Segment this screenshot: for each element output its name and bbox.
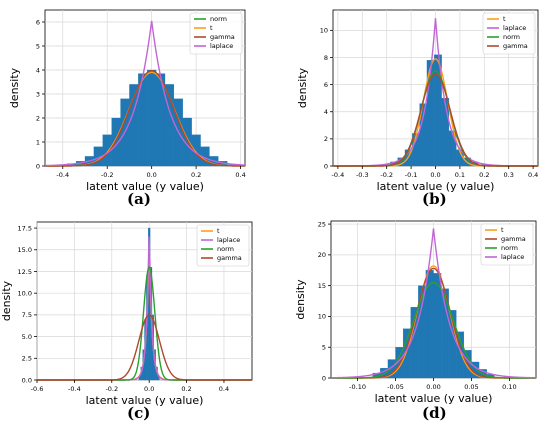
y-axis-label-a: density	[8, 67, 21, 108]
y-tick-label-c: 12.5	[18, 268, 32, 276]
y-tick-label-c: 10.0	[18, 289, 32, 297]
density-curve-gamma-a	[45, 70, 245, 167]
x-axis-label-c: latent value (y value)	[86, 394, 204, 407]
x-tick-label-b: 0.2	[479, 171, 489, 179]
y-tick-label-b: 2	[324, 135, 328, 143]
legend-box-d	[480, 223, 534, 266]
x-tick-label-c: -0.4	[68, 385, 81, 393]
x-tick-label-d: 0.10	[502, 383, 516, 391]
legend-label-t-b: t	[503, 15, 506, 23]
y-tick-label-d: 20	[318, 251, 326, 259]
legend-label-norm-b: norm	[503, 33, 520, 41]
histogram-bar	[433, 273, 442, 379]
x-tick-label-b: 0.3	[504, 171, 514, 179]
y-tick-label-b: 4	[324, 108, 328, 116]
legend-label-laplace-b: laplace	[503, 24, 526, 32]
legend-box-a	[189, 12, 243, 55]
legend-label-gamma-d: gamma	[501, 235, 526, 243]
y-axis-label-d: density	[294, 279, 307, 320]
density-curve-gamma-c	[37, 314, 252, 381]
x-tick-label-b: -0.2	[380, 171, 393, 179]
x-tick-label-b: 0.0	[430, 171, 440, 179]
panel-caption-b: (b)	[422, 190, 447, 208]
y-tick-label-a: 0	[36, 162, 40, 170]
histogram-bar	[441, 98, 450, 167]
x-tick-label-b: -0.1	[405, 171, 418, 179]
y-tick-label-c: 5.0	[22, 333, 32, 341]
panel-caption-c: (c)	[127, 404, 151, 422]
legend-label-t-a: t	[210, 24, 213, 32]
x-tick-label-c: 0.4	[219, 385, 229, 393]
legend-label-t-c: t	[217, 227, 220, 235]
y-tick-label-c: 2.5	[22, 355, 32, 363]
legend-label-gamma-a: gamma	[210, 33, 235, 41]
legend-label-gamma-b: gamma	[503, 42, 528, 50]
y-tick-label-c: 15.0	[18, 246, 32, 254]
x-axis-label-b: latent value (y value)	[377, 180, 495, 193]
x-tick-label-a: -0.2	[101, 171, 114, 179]
legend-label-norm-c: norm	[217, 245, 234, 253]
y-tick-label-b: 10	[320, 27, 328, 35]
chart-panel-a: -0.4 -0.2 0.0 0.2 0.4 0 1 2 3 4 5 6 latent value (y …	[8, 9, 246, 193]
chart-panel-d: -0.10 -0.05 0.00 0.05 0.10 0 5 10 15 20 25 latent v…	[294, 220, 537, 405]
y-tick-label-c: 7.5	[22, 311, 32, 319]
y-tick-label-a: 3	[36, 90, 40, 98]
y-tick-label-b: 8	[324, 54, 328, 62]
y-tick-label-a: 1	[36, 138, 40, 146]
y-tick-label-d: 10	[318, 313, 326, 321]
y-tick-label-d: 0	[322, 374, 326, 382]
x-axis-label-d: latent value (y value)	[375, 392, 493, 405]
y-tick-label-a: 5	[36, 42, 40, 50]
x-tick-label-a: 0.0	[146, 171, 156, 179]
legend-label-norm-d: norm	[501, 244, 518, 252]
y-tick-label-b: 0	[324, 162, 328, 170]
x-tick-label-b: -0.4	[332, 171, 345, 179]
x-tick-label-b: 0.4	[528, 171, 538, 179]
legend-label-gamma-c: gamma	[217, 254, 242, 262]
x-tick-label-a: 0.4	[235, 171, 245, 179]
legend-box-c	[196, 224, 250, 267]
x-tick-label-c: 0.0	[144, 385, 154, 393]
x-axis-label-a: latent value (y value)	[86, 180, 204, 193]
density-curve-laplace-a	[44, 20, 246, 167]
legend-box-b	[482, 12, 536, 55]
y-tick-label-d: 25	[318, 220, 326, 228]
histogram-bar	[147, 69, 157, 167]
y-tick-label-d: 15	[318, 282, 326, 290]
chart-panel-b: -0.4 -0.3 -0.2 -0.1 0.0 0.1 0.2 0.3 0.4 0 2 4 6 8 10 la…	[296, 9, 539, 193]
x-tick-label-b: -0.3	[356, 171, 369, 179]
panel-caption-d: (d)	[422, 404, 447, 422]
y-axis-label-c: density	[0, 280, 13, 321]
histogram-bar	[448, 130, 457, 167]
x-tick-label-a: -0.4	[56, 171, 69, 179]
legend-label-laplace-a: laplace	[210, 42, 233, 50]
legend-label-t-d: t	[501, 226, 504, 234]
panel-caption-a: (a)	[127, 190, 151, 208]
x-tick-label-d: 0.05	[464, 383, 478, 391]
x-tick-label-d: -0.05	[387, 383, 404, 391]
y-tick-label-c: 0.0	[22, 376, 32, 384]
density-curve-norm-d	[331, 281, 536, 379]
density-curve-laplace-d	[330, 228, 537, 379]
y-tick-label-c: 17.5	[18, 224, 32, 232]
x-tick-label-a: 0.2	[191, 171, 201, 179]
y-tick-label-a: 6	[36, 18, 40, 26]
legend-label-norm-a: norm	[210, 15, 227, 23]
y-axis-label-b: density	[296, 67, 309, 108]
x-tick-label-c: 0.2	[181, 385, 191, 393]
x-tick-label-b: 0.1	[455, 171, 465, 179]
chart-panel-c: -0.6 -0.4 -0.2 0.0 0.2 0.4 0.0 2.5 5.0 7.5 10.0 12.…	[0, 221, 253, 407]
density-curve-gamma-b	[333, 73, 538, 167]
y-tick-label-b: 6	[324, 81, 328, 89]
x-tick-label-d: 0.00	[426, 383, 440, 391]
legend-label-laplace-c: laplace	[217, 236, 240, 244]
y-tick-label-d: 5	[322, 344, 326, 352]
x-tick-label-d: -0.10	[349, 383, 366, 391]
x-tick-label-c: -0.6	[31, 385, 44, 393]
y-tick-label-a: 2	[36, 114, 40, 122]
y-tick-label-a: 4	[36, 66, 40, 74]
legend-label-laplace-d: laplace	[501, 253, 524, 261]
x-tick-label-c: -0.2	[105, 385, 118, 393]
